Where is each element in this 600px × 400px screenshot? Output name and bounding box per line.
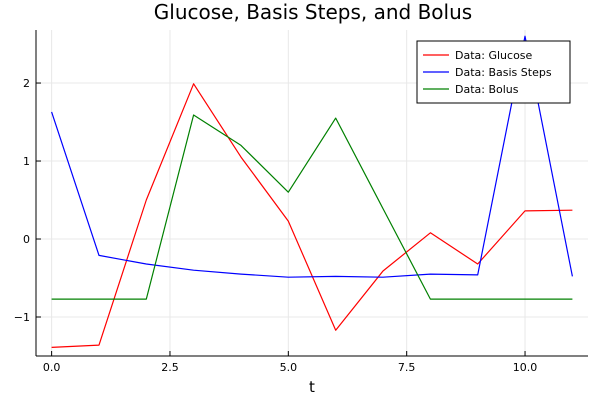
tick-layer: 0.0 2.5 5.0 7.5 10.0 −1 0 1 2 (14, 77, 538, 374)
x-axis-label: t (309, 378, 315, 396)
y-tick-label: 0 (23, 233, 30, 246)
legend-entry-label: Data: Bolus (455, 83, 519, 96)
series-line-basis-steps (51, 35, 573, 278)
y-tick-label: 2 (23, 77, 30, 90)
y-tick-label: 1 (23, 155, 30, 168)
series-layer (51, 35, 573, 348)
series-line-bolus (51, 114, 573, 300)
x-tick-label: 10.0 (513, 361, 538, 374)
y-tick-label: −1 (14, 311, 30, 324)
x-tick-label: 7.5 (398, 361, 416, 374)
x-tick-label: 2.5 (161, 361, 179, 374)
legend: Data: Glucose Data: Basis Steps Data: Bolu… (416, 40, 571, 104)
x-tick-label: 0.0 (43, 361, 61, 374)
chart-title: Glucose, Basis Steps, and Bolus (154, 0, 472, 24)
legend-entry-label: Data: Basis Steps (455, 66, 552, 79)
series-line-glucose (51, 83, 573, 348)
legend-entry-label: Data: Glucose (455, 49, 533, 62)
x-tick-label: 5.0 (280, 361, 298, 374)
